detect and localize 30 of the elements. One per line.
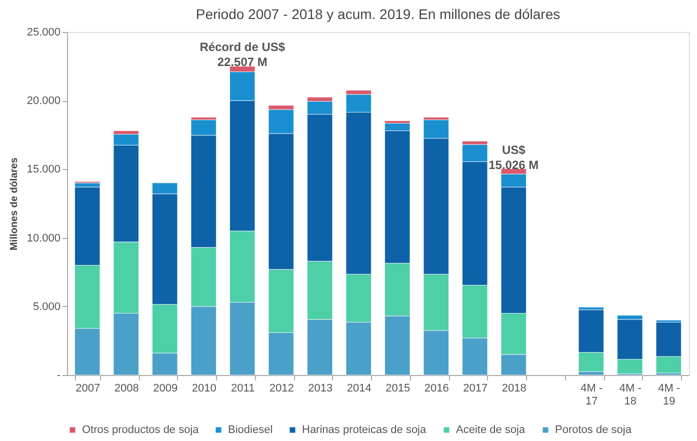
annotation: US$ 15.026 M	[488, 142, 539, 172]
x-tick-label: 4M - 17	[580, 382, 603, 408]
chart-title: Periodo 2007 - 2018 y acum. 2019. En millones de dólares	[196, 6, 560, 22]
y-tick-label: 10.000	[26, 232, 60, 244]
x-tick-label: 2008	[114, 382, 139, 394]
y-tick-label: 15.000	[26, 164, 60, 176]
y-tick-label: 5.000	[32, 300, 60, 313]
legend-label: Porotos de soja	[555, 424, 632, 436]
annotation: Récord de US$ 22.507 M	[200, 40, 286, 70]
x-tick-label: 2016	[424, 382, 449, 394]
x-tick-label: 4M - 18	[619, 382, 642, 408]
x-tick-label: 2009	[153, 382, 178, 394]
y-tick-label: -	[56, 370, 61, 382]
x-tick-label: 2013	[308, 382, 333, 394]
y-axis-title: Millones de dólares	[8, 157, 20, 250]
x-tick-label: 2012	[269, 382, 294, 394]
legend-label: Otros productos de soja	[82, 424, 200, 436]
x-tick-label: 2018	[502, 382, 526, 394]
legend-label: Biodiesel	[228, 424, 273, 436]
x-tick-label: 2017	[463, 382, 488, 394]
x-tick-label: 2014	[346, 382, 372, 394]
x-tick-label: 2007	[76, 382, 100, 394]
y-tick-label: 25.000	[26, 26, 60, 38]
legend-label: Aceite de soja	[456, 424, 526, 436]
legend-label: Harinas proteicas de soja	[302, 424, 428, 436]
x-tick-label: 4M - 19	[658, 382, 680, 408]
y-tick-label: 20.000	[26, 95, 60, 108]
x-tick-label: 2010	[192, 382, 216, 394]
x-tick-label: 2011	[231, 382, 255, 394]
x-tick-label: 2015	[386, 382, 410, 394]
